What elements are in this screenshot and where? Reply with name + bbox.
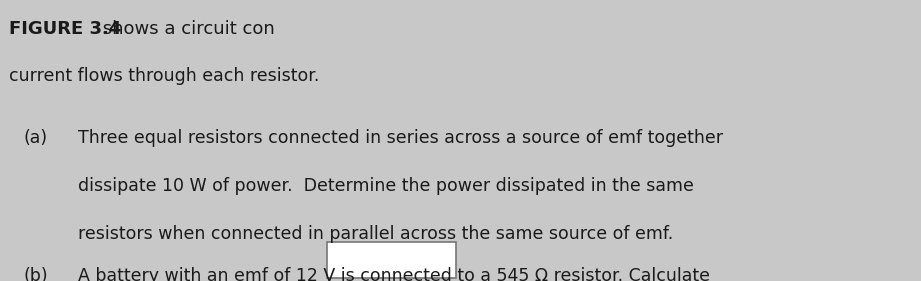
Text: current flows through each resistor.: current flows through each resistor. bbox=[9, 67, 320, 85]
Text: Three equal resistors connected in series across a source of emf together: Three equal resistors connected in serie… bbox=[78, 129, 723, 147]
Text: shows a circuit con: shows a circuit con bbox=[97, 20, 274, 38]
Text: resistors when connected in parallel across the same source of emf.: resistors when connected in parallel acr… bbox=[78, 225, 673, 243]
Text: A battery with an emf of 12 V is connected to a 545 Ω resistor. Calculate: A battery with an emf of 12 V is connect… bbox=[78, 267, 710, 281]
Text: (b): (b) bbox=[23, 267, 48, 281]
Text: FIGURE 3.4: FIGURE 3.4 bbox=[9, 20, 122, 38]
Text: dissipate 10 W of power.  Determine the power dissipated in the same: dissipate 10 W of power. Determine the p… bbox=[78, 177, 694, 195]
Text: (a): (a) bbox=[23, 129, 47, 147]
